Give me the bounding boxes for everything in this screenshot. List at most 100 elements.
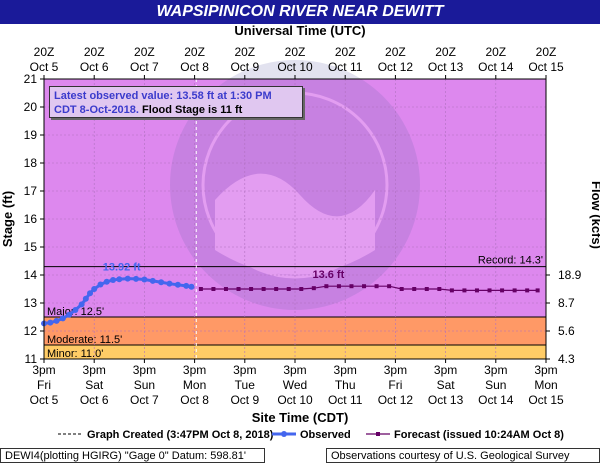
y-tick-label: 12 bbox=[24, 324, 38, 338]
bottom-tick-date: Oct 8 bbox=[180, 393, 209, 407]
bottom-tick-date: Oct 13 bbox=[428, 393, 464, 407]
bottom-tick-day: Wed bbox=[283, 378, 307, 392]
bottom-tick-date: Oct 12 bbox=[378, 393, 414, 407]
forecast-point bbox=[535, 288, 540, 293]
y-tick-label: 19 bbox=[24, 128, 38, 142]
bottom-tick-day: Sat bbox=[437, 378, 456, 392]
forecast-point bbox=[198, 287, 203, 291]
forecast-point bbox=[236, 287, 241, 291]
threshold-label-moderate: Moderate: 11.5' bbox=[47, 334, 122, 346]
legend-forecast-marker bbox=[376, 432, 380, 436]
y-tick-label: 21 bbox=[24, 72, 38, 86]
info-flood-stage: Flood Stage is 11 ft bbox=[142, 104, 243, 116]
observed-point bbox=[72, 307, 79, 313]
y-tick-label: 11 bbox=[25, 352, 38, 366]
top-tick-date: Oct 14 bbox=[478, 60, 514, 74]
top-tick-date: Oct 6 bbox=[80, 60, 109, 74]
top-tick-date: Oct 10 bbox=[277, 60, 313, 74]
top-tick-label: 20Z bbox=[234, 45, 255, 59]
observed-point bbox=[59, 315, 66, 322]
bottom-tick-time: 3pm bbox=[534, 363, 557, 377]
top-tick-label: 20Z bbox=[335, 45, 356, 59]
forecast-point bbox=[449, 288, 454, 293]
bottom-tick-day: Tue bbox=[235, 378, 256, 392]
top-tick-date: Oct 15 bbox=[528, 60, 564, 74]
top-tick-label: 20Z bbox=[385, 45, 406, 59]
forecast-point bbox=[525, 288, 530, 293]
bottom-tick-day: Sat bbox=[85, 378, 104, 392]
observed-point bbox=[97, 281, 104, 288]
top-tick-label: 20Z bbox=[536, 45, 557, 59]
y-tick-label: 20 bbox=[24, 100, 38, 114]
y-tick-label: 15 bbox=[24, 240, 38, 254]
observed-point bbox=[116, 276, 123, 283]
forecast-peak-label: 13.6 ft bbox=[312, 269, 344, 281]
observed-point bbox=[124, 275, 131, 282]
bottom-tick-date: Oct 10 bbox=[277, 393, 313, 407]
flow-tick-label: 5.6 bbox=[558, 324, 575, 338]
bottom-tick-day: Mon bbox=[183, 378, 206, 392]
forecast-point bbox=[211, 287, 216, 291]
forecast-point bbox=[261, 287, 266, 291]
top-tick-label: 20Z bbox=[485, 45, 506, 59]
top-tick-label: 20Z bbox=[184, 45, 205, 59]
forecast-point bbox=[474, 288, 479, 293]
observed-point bbox=[53, 317, 60, 324]
observed-point bbox=[141, 276, 148, 283]
legend-observed-marker bbox=[281, 431, 287, 437]
bottom-tick-time: 3pm bbox=[32, 363, 55, 377]
datum-footer: DEWI4(plotting HGIRG) "Gage 0" Datum: 59… bbox=[0, 448, 265, 463]
bottom-tick-time: 3pm bbox=[334, 363, 357, 377]
bottom-tick-time: 3pm bbox=[484, 363, 507, 377]
info-box: Latest observed value: 13.58 ft at 1:30 … bbox=[49, 86, 303, 118]
bottom-tick-date: Oct 11 bbox=[328, 393, 363, 407]
observed-point bbox=[183, 282, 190, 289]
top-tick-label: 20Z bbox=[285, 45, 306, 59]
forecast-point bbox=[274, 287, 279, 291]
forecast-point bbox=[412, 287, 417, 291]
info-latest-value: Latest observed value: 13.58 ft at 1:30 … bbox=[54, 90, 272, 102]
forecast-point bbox=[223, 287, 228, 291]
y-tick-label: 14 bbox=[24, 268, 38, 282]
y-tick-label: 18 bbox=[24, 156, 38, 170]
observed-point bbox=[149, 277, 156, 284]
flow-tick-label: 8.7 bbox=[558, 296, 575, 310]
forecast-point bbox=[512, 288, 517, 293]
forecast-point bbox=[387, 284, 392, 289]
top-tick-label: 20Z bbox=[34, 45, 55, 59]
top-tick-date: Oct 5 bbox=[30, 60, 59, 74]
top-axis-title: Universal Time (UTC) bbox=[234, 23, 365, 38]
flow-tick-label: 18.9 bbox=[558, 268, 582, 282]
bottom-tick-time: 3pm bbox=[233, 363, 256, 377]
observed-peak-label: 13.92 ft bbox=[103, 262, 141, 274]
forecast-point bbox=[299, 287, 304, 291]
bottom-tick-date: Oct 14 bbox=[478, 393, 514, 407]
left-axis-label: Stage (ft) bbox=[0, 191, 15, 247]
top-tick-date: Oct 11 bbox=[328, 60, 363, 74]
forecast-point bbox=[349, 284, 354, 289]
y-tick-label: 17 bbox=[24, 184, 38, 198]
top-tick-date: Oct 12 bbox=[378, 60, 414, 74]
observed-point bbox=[66, 311, 73, 318]
courtesy-footer: Observations courtesy of U.S. Geological… bbox=[326, 448, 600, 463]
top-tick-date: Oct 9 bbox=[230, 60, 259, 74]
bottom-tick-day: Sun bbox=[134, 378, 155, 392]
observed-point bbox=[110, 277, 117, 284]
forecast-point bbox=[324, 284, 329, 289]
forecast-point bbox=[249, 287, 254, 291]
bottom-tick-day: Fri bbox=[37, 378, 51, 392]
observed-point bbox=[82, 295, 89, 302]
observed-point bbox=[91, 286, 98, 292]
info-line-2: CDT 8-Oct-2018. Flood Stage is 11 ft bbox=[54, 103, 298, 117]
y-tick-label: 16 bbox=[24, 212, 38, 226]
forecast-line bbox=[200, 285, 538, 291]
bottom-tick-date: Oct 6 bbox=[80, 393, 109, 407]
bottom-tick-time: 3pm bbox=[384, 363, 407, 377]
bottom-tick-time: 3pm bbox=[283, 363, 306, 377]
bottom-tick-date: Oct 9 bbox=[230, 393, 259, 407]
top-tick-date: Oct 7 bbox=[130, 60, 159, 74]
top-tick-label: 20Z bbox=[134, 45, 155, 59]
forecast-point bbox=[437, 287, 442, 291]
observed-point bbox=[188, 283, 195, 290]
